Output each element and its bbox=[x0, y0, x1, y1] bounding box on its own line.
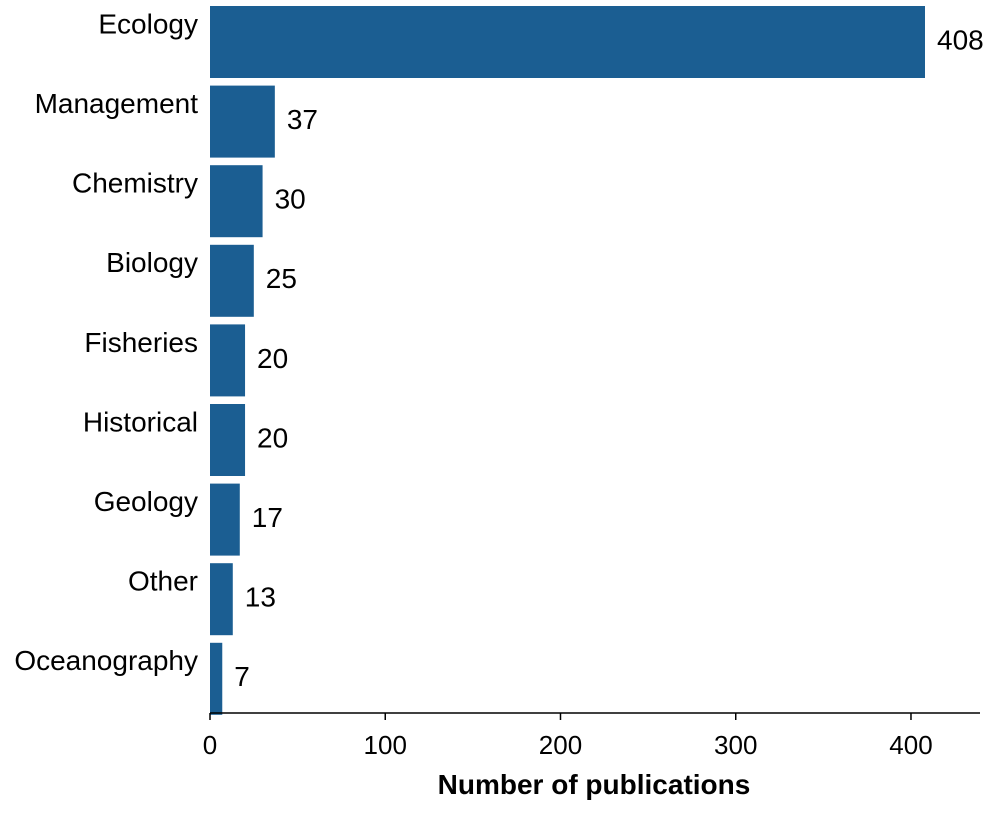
bars bbox=[210, 6, 925, 715]
category-label-biology: Biology bbox=[106, 247, 198, 278]
category-label-management: Management bbox=[35, 88, 199, 119]
bar-oceanography bbox=[210, 642, 223, 715]
category-label-chemistry: Chemistry bbox=[72, 168, 198, 199]
category-label-geology: Geology bbox=[94, 486, 198, 517]
data-label-biology: 25 bbox=[266, 263, 297, 294]
category-label-oceanography: Oceanography bbox=[14, 645, 198, 676]
bar-historical bbox=[210, 404, 246, 476]
data-labels: 408 37 30 25 20 20 17 13 7 bbox=[234, 24, 983, 692]
x-tick-label-100: 100 bbox=[364, 730, 407, 760]
category-label-ecology: Ecology bbox=[98, 8, 198, 39]
category-label-historical: Historical bbox=[83, 406, 198, 437]
data-label-oceanography: 7 bbox=[234, 661, 250, 692]
bar-geology bbox=[210, 483, 240, 556]
x-tick-label-0: 0 bbox=[203, 730, 217, 760]
bar-management bbox=[210, 85, 275, 158]
bar-ecology bbox=[210, 6, 925, 78]
category-label-fisheries: Fisheries bbox=[84, 327, 198, 358]
x-axis-title: Number of publications bbox=[438, 769, 751, 800]
bar-biology bbox=[210, 244, 254, 317]
data-label-geology: 17 bbox=[252, 502, 283, 533]
x-axis: 0 100 200 300 400 bbox=[203, 712, 980, 760]
bar-fisheries bbox=[210, 324, 246, 397]
bar-chemistry bbox=[210, 165, 263, 238]
data-label-management: 37 bbox=[287, 104, 318, 135]
x-tick-label-200: 200 bbox=[539, 730, 582, 760]
bar-other bbox=[210, 563, 233, 636]
data-label-other: 13 bbox=[245, 582, 276, 613]
x-tick-label-300: 300 bbox=[714, 730, 757, 760]
category-label-other: Other bbox=[128, 566, 198, 597]
data-label-ecology: 408 bbox=[937, 24, 984, 55]
data-label-fisheries: 20 bbox=[257, 343, 288, 374]
category-labels: Ecology Management Chemistry Biology Fisheri… bbox=[14, 8, 198, 676]
data-label-historical: 20 bbox=[257, 422, 288, 453]
data-label-chemistry: 30 bbox=[275, 184, 306, 215]
x-tick-label-400: 400 bbox=[889, 730, 932, 760]
